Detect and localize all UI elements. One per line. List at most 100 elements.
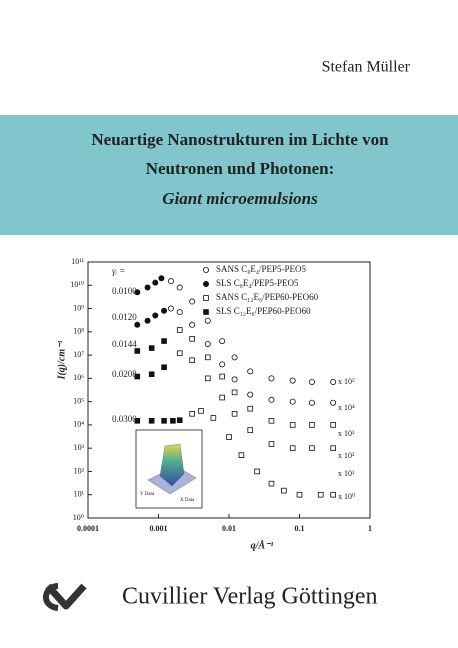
data-point	[247, 391, 254, 398]
y-tick-label: 10⁰	[73, 513, 84, 522]
x-tick-label: 0.1	[295, 524, 305, 533]
data-point	[330, 422, 336, 428]
data-point	[226, 434, 232, 440]
legend-marker	[203, 309, 209, 315]
legend-label: SANS C₁₂E₆/PEP60-PEO60	[216, 292, 319, 302]
factor-label: x 10²	[338, 451, 355, 460]
inset-surface	[159, 443, 185, 487]
data-point	[176, 417, 183, 423]
data-point	[204, 317, 211, 324]
gamma-label: 0.0120	[112, 312, 137, 322]
data-point	[281, 487, 287, 494]
data-point	[247, 368, 254, 375]
x-tick-label: 0.0001	[77, 524, 99, 533]
factor-label: x 10³	[338, 429, 355, 438]
gamma-label: 0.0100	[112, 286, 137, 296]
y-axis-label: I(q)/cm⁻¹	[56, 341, 67, 381]
data-point	[161, 338, 167, 344]
data-point	[189, 298, 196, 305]
data-point	[317, 491, 324, 498]
y-tick-label: 10⁸	[73, 327, 84, 336]
publisher-logo	[43, 583, 87, 611]
data-point	[134, 373, 141, 380]
data-point	[289, 445, 296, 451]
data-point	[308, 378, 315, 385]
data-point	[148, 345, 155, 351]
data-point	[176, 309, 183, 316]
subtitle: Giant microemulsions	[162, 189, 318, 208]
title-line: Neuartige Nanostrukturen im Lichte von	[91, 130, 389, 149]
data-point	[176, 350, 183, 357]
data-point	[308, 399, 315, 406]
title-line: Neutronen und Photonen:	[146, 159, 335, 178]
data-point	[219, 394, 225, 401]
data-point	[210, 415, 217, 421]
data-point	[238, 452, 245, 458]
y-tick-label: 10⁷	[73, 350, 84, 359]
data-point	[134, 418, 141, 424]
data-point	[189, 321, 196, 328]
data-point	[247, 427, 254, 433]
x-tick-label: 1	[368, 524, 372, 533]
title-band	[0, 115, 458, 235]
data-point	[148, 371, 155, 378]
legend-marker	[202, 280, 209, 287]
data-point	[231, 389, 238, 396]
data-point	[144, 284, 151, 291]
author: Stefan Müller	[322, 59, 411, 76]
data-point	[176, 284, 183, 291]
data-point	[296, 491, 303, 498]
data-point	[289, 377, 296, 384]
data-point	[309, 445, 315, 451]
factor-label: x 10⁵	[338, 377, 355, 386]
data-point	[231, 411, 238, 417]
data-point	[161, 418, 167, 424]
y-tick-label: 10⁵	[73, 396, 84, 405]
data-point	[219, 361, 226, 368]
data-point	[231, 376, 238, 383]
data-point	[167, 278, 174, 285]
data-point	[152, 312, 159, 319]
data-point	[176, 327, 183, 333]
data-point	[231, 354, 238, 361]
data-point	[158, 275, 165, 282]
publisher: Cuvillier Verlag Göttingen	[122, 584, 378, 610]
data-point	[219, 338, 226, 345]
data-point	[330, 378, 337, 385]
data-point	[204, 340, 211, 347]
data-point	[204, 375, 211, 382]
y-tick-label: 10³	[74, 443, 85, 452]
gamma-label: 0.0300	[112, 414, 137, 424]
data-point	[167, 305, 174, 312]
data-point	[330, 491, 336, 498]
legend-label: SLS C₈E₄/PEP5-PEO5	[216, 278, 299, 288]
data-point	[189, 411, 195, 417]
data-point	[289, 398, 296, 405]
inset-label: X Data	[180, 498, 195, 503]
y-tick-label: 10⁹	[73, 303, 84, 312]
x-tick-label: 0.01	[222, 524, 236, 533]
x-axis-label: q/Å⁻¹	[251, 539, 274, 551]
y-tick-label: 10¹⁰	[70, 280, 84, 289]
data-point	[268, 480, 275, 487]
x-tick-label: 0.001	[150, 524, 168, 533]
y-tick-label: 10⁶	[73, 373, 84, 382]
gamma-title: γᵢ =	[112, 266, 125, 276]
data-point	[161, 307, 168, 314]
data-point	[189, 357, 195, 364]
inset-label: Y Data	[140, 492, 155, 497]
data-point	[268, 375, 275, 382]
y-tick-label: 10⁴	[73, 420, 84, 429]
data-point	[148, 418, 155, 424]
data-point	[189, 336, 195, 342]
gamma-label: 0.0208	[112, 369, 137, 379]
data-point	[152, 279, 159, 286]
data-point	[134, 321, 141, 328]
data-point	[134, 289, 141, 296]
data-point	[254, 468, 260, 475]
gamma-label: 0.0144	[112, 339, 137, 349]
factor-label: x 10⁴	[338, 403, 355, 412]
legend-label: SANS C₈E₄/PEP5-PEO5	[216, 264, 307, 274]
y-tick-label: 10²	[74, 466, 85, 475]
